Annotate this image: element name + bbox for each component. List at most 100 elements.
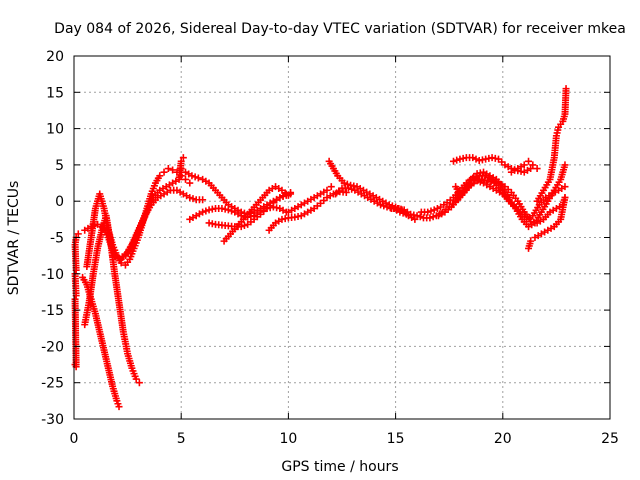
data-point [533,165,541,173]
y-tick-label: 10 [46,122,64,138]
data-point [112,253,120,261]
data-point [115,254,123,262]
data-point [186,179,194,187]
tick-labels: 0 5 10 15 20 25 -30 -25 -20 -15 -10 -5 0 5 10 15 20 [41,49,619,447]
data-point [469,154,477,162]
data-point [380,202,388,210]
data-point [156,172,164,180]
series-track-i [205,188,295,231]
data-point [71,295,79,303]
data-point [344,184,352,192]
data-point [433,204,441,212]
data-point [115,403,123,411]
data-point [181,175,189,183]
data-point [430,206,438,214]
data-point [191,173,199,181]
data-point [240,222,248,230]
data-point [476,178,484,186]
data-point [561,161,569,169]
data-points [71,85,570,411]
data-point [188,172,196,180]
data-point [94,220,102,228]
data-point [505,194,513,202]
data-point [118,253,126,261]
data-point [327,183,335,191]
data-point [427,207,435,215]
data-point [413,212,421,220]
y-tick-label: -10 [41,267,64,283]
data-point [87,223,95,231]
data-point [228,207,236,215]
data-point [169,166,177,174]
series-track-k [265,188,350,234]
data-point [562,85,570,93]
data-point [164,165,172,173]
y-tick-label: -20 [41,339,64,355]
data-point [186,194,194,202]
data-point [484,177,492,185]
data-point [189,195,197,203]
series-track-s [449,154,535,176]
y-axis-label: SDTVAR / TECUs [6,181,22,296]
data-point [411,215,419,223]
series-track-l [284,183,335,216]
data-point [527,165,535,173]
data-point [472,155,480,163]
x-tick-label: 25 [601,431,619,447]
x-axis-label: GPS time / hours [281,459,398,475]
data-point [424,208,432,216]
x-tick-label: 15 [387,431,405,447]
x-tick-label: 0 [70,431,79,447]
data-point [426,214,434,222]
data-point [224,206,232,214]
data-point [399,209,407,217]
y-tick-label: -25 [41,376,64,392]
data-point [473,177,481,185]
data-point [561,194,569,202]
data-point [529,161,537,169]
data-point [132,375,140,383]
series-track-c [81,212,143,387]
y-tick-label: 5 [55,158,64,174]
data-point [177,157,185,165]
y-tick-label: 0 [55,194,64,210]
data-point [199,196,207,204]
y-tick-label: -15 [41,303,64,319]
chart-title: Day 084 of 2026, Sidereal Day-to-day VTE… [54,21,626,37]
data-point [323,186,331,194]
series-track-r [452,168,513,202]
data-point [348,185,356,193]
data-point [90,222,98,230]
y-tick-label: 20 [46,49,64,65]
series-track-f [109,186,207,262]
axes [73,55,611,420]
data-point [160,168,168,176]
data-point [74,230,82,238]
series-track-q [434,161,569,231]
data-point [284,191,292,199]
data-point [429,213,437,221]
series-track-v [533,85,570,205]
data-point [343,180,351,188]
data-point [194,174,202,182]
data-point [453,156,461,164]
y-tick-label: 15 [46,85,64,101]
data-point [199,208,207,216]
data-point [520,161,528,169]
y-tick-label: -30 [41,412,64,428]
data-point [179,154,187,162]
data-point [561,183,569,191]
data-point [135,379,143,387]
series-track-m [325,157,419,223]
data-point [416,213,424,221]
x-tick-label: 10 [279,431,297,447]
series-track-t [507,157,541,176]
data-point [456,190,464,198]
data-point [109,252,117,260]
data-point [527,237,535,245]
series-track-j [220,183,292,245]
x-tick-label: 5 [177,431,186,447]
data-point [202,207,210,215]
